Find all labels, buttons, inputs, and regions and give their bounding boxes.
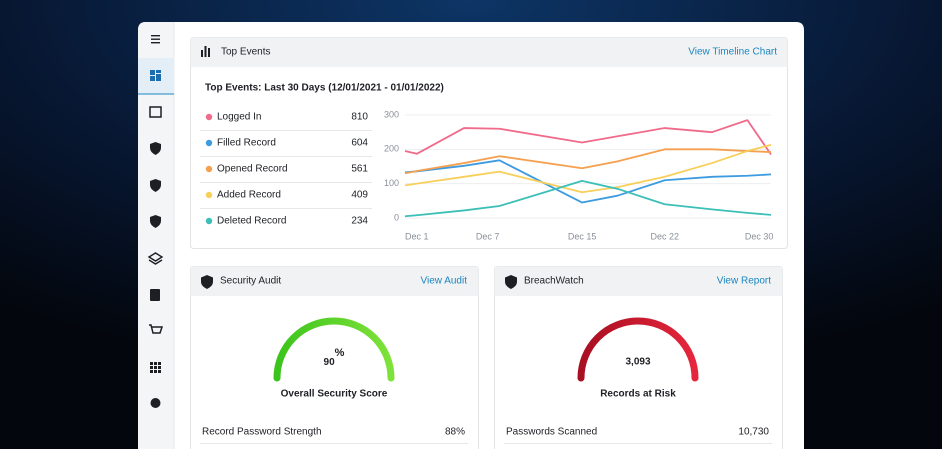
legend-dot <box>205 139 213 147</box>
panel-header <box>190 37 788 67</box>
panel-title: BreachWatch <box>524 276 584 287</box>
y-tick-label: 300 <box>384 109 399 119</box>
legend-total: 810 <box>351 112 368 123</box>
row-label: Passwords Scanned <box>506 427 597 438</box>
legend-total: 234 <box>351 216 368 227</box>
sidebar <box>138 22 174 449</box>
risk-caption: Records at Risk <box>600 389 676 400</box>
x-tick-label: Dec 30 <box>745 231 774 241</box>
x-tick-label: Dec 22 <box>650 231 679 241</box>
legend-dot <box>205 217 213 225</box>
legend-label: Deleted Record <box>217 216 286 227</box>
sidebar-icons <box>138 35 174 408</box>
layers-icon[interactable] <box>147 252 164 265</box>
series-line <box>404 148 772 175</box>
score: 90% <box>324 347 345 368</box>
legend-label: Logged In <box>217 112 262 123</box>
bar-chart-icon <box>201 46 210 57</box>
timeline-link[interactable]: View Timeline Chart <box>688 47 777 58</box>
risk-gauge <box>577 317 699 382</box>
score-gauge <box>273 317 395 382</box>
breach-icon <box>505 275 517 289</box>
legend-label: Filled Record <box>217 138 276 149</box>
report-link[interactable]: View Report <box>717 276 772 287</box>
legend-dot <box>205 113 213 121</box>
series-line <box>404 180 772 218</box>
y-tick-label: 200 <box>384 144 399 154</box>
legend-total: 409 <box>351 190 368 201</box>
report-icon[interactable] <box>150 289 160 301</box>
menu-icon[interactable] <box>151 35 160 44</box>
score-unit: % <box>335 347 345 359</box>
score-caption: Overall Security Score <box>281 389 388 400</box>
shield-icon <box>201 275 213 289</box>
legend-dot <box>205 165 213 173</box>
apps-icon[interactable] <box>150 362 161 373</box>
row-label: Record Password Strength <box>202 427 322 438</box>
panel-title: Top Events <box>221 47 270 58</box>
legend-dot <box>205 191 213 199</box>
x-tick-label: Dec 7 <box>476 231 500 241</box>
legend-label: Added Record <box>217 190 281 201</box>
panel-header <box>190 266 479 296</box>
x-tick-label: Dec 1 <box>405 231 429 241</box>
legend-total: 604 <box>351 138 368 149</box>
dashboard-icon[interactable] <box>150 70 161 81</box>
row-value: 10,730 <box>738 427 769 438</box>
shield-check-icon[interactable] <box>150 179 161 192</box>
audit-link[interactable]: View Audit <box>420 276 467 287</box>
settings-icon[interactable] <box>150 398 161 408</box>
y-tick-label: 0 <box>394 212 399 222</box>
y-tick-label: 100 <box>384 178 399 188</box>
legend-total: 561 <box>351 164 368 175</box>
score-value: 90 <box>324 357 336 368</box>
risk-count: 3,093 <box>625 357 650 368</box>
x-tick-label: Dec 15 <box>568 231 597 241</box>
panel-title: Security Audit <box>220 276 281 287</box>
series-line <box>404 159 772 204</box>
vault-icon[interactable] <box>149 106 162 118</box>
shield-icon[interactable] <box>150 142 161 155</box>
chart-subtitle: Top Events: Last 30 Days (12/01/2021 - 0… <box>205 83 444 94</box>
cart-icon[interactable] <box>149 324 164 334</box>
row-value: 88% <box>445 427 465 438</box>
breach-icon[interactable] <box>150 215 161 228</box>
chart: 0 100 200 300 Dec 1 Dec 7 Dec 15 Dec 22 Dec 30 Lo… <box>200 109 773 241</box>
series-line <box>404 119 772 155</box>
panel-header <box>494 266 783 296</box>
legend-label: Opened Record <box>217 164 288 175</box>
series-line <box>404 143 772 194</box>
